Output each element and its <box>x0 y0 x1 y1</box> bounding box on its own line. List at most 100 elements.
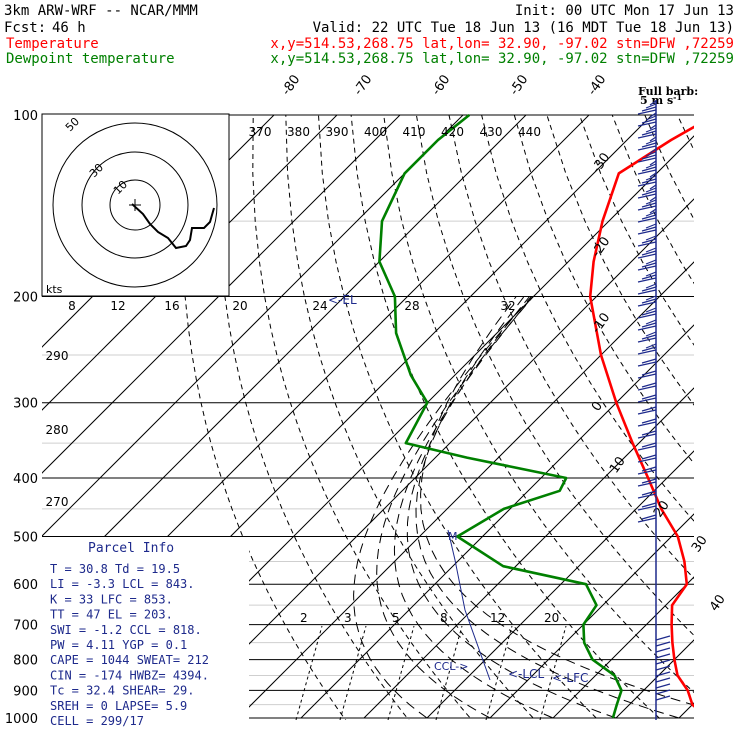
parcel-info-title: Parcel Info <box>88 541 174 556</box>
wind-barb <box>641 118 657 124</box>
wind-barb <box>641 178 657 184</box>
wind-barb <box>641 430 657 436</box>
mixing-ratio-label: 2 <box>300 611 308 625</box>
parcel-info-row: LI = -3.3 LCL = 843. <box>50 577 195 591</box>
wind-barb <box>645 127 657 133</box>
wind-barb <box>641 154 657 160</box>
m-marker: M <box>448 530 458 543</box>
isotherm-line <box>363 387 694 719</box>
mixing-ratio-label: 8 <box>440 611 448 625</box>
isotherm-line <box>174 198 694 719</box>
pressure-label: 900 <box>13 684 38 699</box>
wind-barb <box>637 253 657 259</box>
isotherm-label: -30 <box>589 150 613 176</box>
dry-adiabat <box>481 114 694 522</box>
pressure-label: 1000 <box>5 712 38 727</box>
wind-barb-low <box>655 671 671 677</box>
isotherm-line <box>489 513 694 719</box>
wind-barb <box>645 211 657 217</box>
isotherm-label: -50 <box>507 72 531 98</box>
el-marker: <-EL <box>328 293 357 307</box>
wind-barb <box>641 130 657 136</box>
wind-barb <box>649 124 657 130</box>
theta-label: 440 <box>518 125 541 139</box>
wind-barb <box>637 517 657 523</box>
wind-barb <box>637 481 657 487</box>
wind-barb <box>649 184 657 190</box>
parcel-info-row: CIN = -174 HWBZ= 4394. <box>50 668 209 682</box>
wind-barb <box>645 283 657 289</box>
wind-barb <box>637 121 657 127</box>
theta-left-label: 280 <box>46 423 69 437</box>
wind-barb <box>645 151 657 157</box>
wind-barb-low <box>655 653 671 659</box>
isotherm-label: 20 <box>651 498 673 520</box>
theta-left-label: 290 <box>46 349 69 363</box>
wind-barb <box>637 193 657 199</box>
wind-barb <box>637 169 657 175</box>
dry-adiabat <box>546 114 694 406</box>
wind-barb-low <box>655 683 671 689</box>
wind-barb-low <box>655 647 671 653</box>
wind-barb <box>641 250 657 256</box>
wind-barb <box>641 502 657 508</box>
wind-barb <box>637 349 657 355</box>
wind-barb <box>641 418 657 424</box>
wind-barb <box>649 148 657 154</box>
barb-legend-value: 5 m s-1 <box>640 92 682 107</box>
theta-e-label: 20 <box>232 299 247 313</box>
wind-barb <box>641 298 657 304</box>
wind-barb-low <box>655 689 671 695</box>
wind-barb <box>637 457 657 463</box>
wind-barb <box>641 370 657 376</box>
wind-barb <box>637 277 657 283</box>
wind-barb <box>645 175 657 181</box>
dry-adiabat <box>217 114 410 720</box>
theta-e-label: 12 <box>110 299 125 313</box>
hodograph-unit: kts <box>46 283 63 296</box>
isotherm-line <box>552 576 694 719</box>
wind-barb <box>641 214 657 220</box>
ccl-marker: CCL-> <box>434 660 468 673</box>
wind-barb-low <box>655 665 671 671</box>
isotherm-line <box>42 114 527 600</box>
mixing-ratio-line <box>387 625 415 720</box>
isotherm-label: -60 <box>429 72 453 98</box>
wind-barb <box>645 139 657 145</box>
wind-barb <box>645 187 657 193</box>
wind-barb-low <box>655 695 671 701</box>
mixing-ratio-label: 20 <box>544 611 559 625</box>
wind-barb <box>641 142 657 148</box>
parcel-info-row: PW = 4.11 YGP = 0.1 <box>50 638 187 652</box>
wind-barb <box>641 442 657 448</box>
valid-time: Valid: 22 UTC Tue 18 Jun 13 (16 MDT Tue … <box>313 20 734 36</box>
wind-barb <box>641 490 657 496</box>
isotherm-line <box>426 450 694 719</box>
theta-label: 420 <box>441 125 464 139</box>
wind-barb <box>645 223 657 229</box>
parcel-info-row: Tc = 32.4 SHEAR= 29. <box>50 684 195 698</box>
wind-barb <box>637 241 657 247</box>
wind-barb <box>641 346 657 352</box>
isotherm-label: -40 <box>585 72 609 98</box>
parcel-info-row: CAPE = 1044 SWEAT= 212 <box>50 653 209 667</box>
theta-e-label: 16 <box>164 299 179 313</box>
mixing-ratio-line <box>295 625 323 720</box>
wind-barb <box>637 433 657 439</box>
wind-barb <box>645 163 657 169</box>
wind-barb <box>641 514 657 520</box>
isotherm-label: 10 <box>607 454 629 476</box>
parcel-info-row: CELL = 299/17 <box>50 714 144 728</box>
wind-barb <box>637 361 657 367</box>
dry-adiabat <box>513 114 694 465</box>
parcel-info-row: K = 33 LFC = 853. <box>50 592 173 606</box>
wind-barb <box>645 343 657 349</box>
legend-dewpoint-location: x,y=514.53,268.75 lat,lon= 32.90, -97.02… <box>270 51 734 67</box>
hodograph-ring <box>81 151 189 259</box>
parcel-panel-bg <box>42 537 249 720</box>
hodograph-trace <box>131 203 215 250</box>
wind-barb <box>637 373 657 379</box>
moist-adiabat <box>353 296 532 719</box>
wind-barb <box>637 313 657 319</box>
wind-barb <box>637 505 657 511</box>
